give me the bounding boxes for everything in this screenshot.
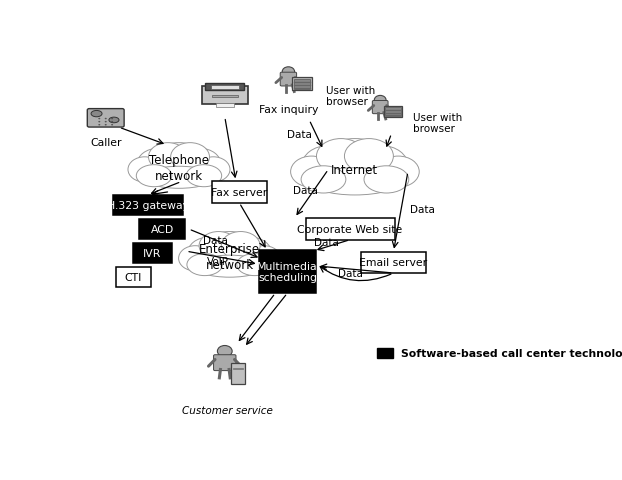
Ellipse shape: [109, 118, 119, 123]
Text: Corporate Web site: Corporate Web site: [297, 225, 402, 234]
FancyBboxPatch shape: [202, 86, 248, 104]
Text: Data: Data: [203, 236, 228, 246]
Circle shape: [104, 119, 107, 120]
FancyBboxPatch shape: [139, 220, 185, 239]
Text: Data: Data: [313, 238, 338, 247]
FancyBboxPatch shape: [233, 368, 243, 370]
Text: User with
browser: User with browser: [326, 85, 375, 107]
Ellipse shape: [199, 232, 238, 260]
Circle shape: [374, 96, 386, 105]
Text: Data: Data: [410, 204, 435, 214]
Text: Fax inquiry: Fax inquiry: [259, 104, 318, 114]
Text: Multimedia
scheduling: Multimedia scheduling: [257, 261, 318, 283]
Text: Caller: Caller: [90, 138, 121, 148]
Circle shape: [98, 125, 100, 126]
Ellipse shape: [143, 167, 215, 189]
FancyBboxPatch shape: [361, 252, 426, 274]
FancyBboxPatch shape: [205, 84, 244, 91]
Ellipse shape: [301, 167, 346, 193]
Text: H.323 gateway: H.323 gateway: [106, 201, 188, 210]
Ellipse shape: [170, 144, 210, 172]
FancyBboxPatch shape: [377, 348, 394, 359]
Circle shape: [104, 125, 107, 126]
FancyBboxPatch shape: [113, 195, 183, 216]
FancyBboxPatch shape: [213, 355, 236, 371]
Ellipse shape: [230, 238, 272, 270]
Ellipse shape: [364, 167, 409, 193]
Ellipse shape: [248, 246, 281, 271]
FancyBboxPatch shape: [384, 106, 402, 118]
FancyBboxPatch shape: [292, 78, 312, 91]
Ellipse shape: [355, 146, 408, 187]
Text: Email server: Email server: [360, 258, 427, 268]
Circle shape: [111, 125, 113, 126]
Ellipse shape: [179, 246, 212, 271]
Text: Data: Data: [287, 130, 312, 140]
Ellipse shape: [221, 232, 260, 260]
Ellipse shape: [310, 168, 401, 195]
Circle shape: [218, 346, 232, 357]
Text: Telephone
network: Telephone network: [149, 154, 209, 183]
Ellipse shape: [345, 139, 393, 174]
FancyBboxPatch shape: [231, 363, 246, 384]
Ellipse shape: [136, 165, 172, 187]
FancyBboxPatch shape: [294, 80, 310, 89]
FancyBboxPatch shape: [215, 104, 234, 108]
Ellipse shape: [186, 165, 221, 187]
Ellipse shape: [199, 232, 260, 273]
FancyBboxPatch shape: [132, 244, 172, 263]
Ellipse shape: [378, 157, 419, 188]
FancyBboxPatch shape: [211, 86, 239, 90]
Ellipse shape: [317, 139, 393, 190]
Ellipse shape: [137, 149, 179, 181]
Ellipse shape: [179, 149, 221, 181]
Ellipse shape: [128, 157, 161, 182]
Circle shape: [98, 121, 100, 123]
Text: Data: Data: [338, 269, 363, 279]
Circle shape: [111, 119, 113, 120]
Text: User with
browser: User with browser: [413, 113, 462, 134]
Text: Customer service: Customer service: [182, 405, 272, 415]
FancyBboxPatch shape: [280, 73, 297, 87]
Circle shape: [111, 121, 113, 123]
Text: Software-based call center technology: Software-based call center technology: [401, 348, 622, 358]
Text: ACD: ACD: [151, 225, 174, 234]
Text: Fax server: Fax server: [211, 188, 267, 197]
FancyBboxPatch shape: [373, 101, 388, 114]
FancyBboxPatch shape: [385, 108, 401, 117]
Ellipse shape: [193, 256, 266, 277]
Text: Internet: Internet: [332, 164, 379, 177]
Ellipse shape: [197, 157, 230, 182]
Ellipse shape: [302, 146, 355, 187]
Ellipse shape: [91, 111, 102, 118]
Ellipse shape: [290, 157, 333, 188]
Text: IVR: IVR: [143, 249, 162, 258]
FancyBboxPatch shape: [259, 251, 317, 293]
FancyBboxPatch shape: [211, 182, 267, 203]
FancyBboxPatch shape: [87, 109, 124, 128]
Ellipse shape: [149, 144, 187, 172]
Ellipse shape: [149, 144, 210, 184]
Text: Enterprise
network: Enterprise network: [199, 243, 260, 272]
Ellipse shape: [317, 139, 365, 174]
Ellipse shape: [187, 254, 223, 276]
Text: CTI: CTI: [124, 273, 142, 283]
FancyBboxPatch shape: [116, 268, 151, 287]
Ellipse shape: [237, 254, 272, 276]
Text: VoIP: VoIP: [207, 257, 228, 266]
Circle shape: [282, 68, 295, 77]
Circle shape: [104, 121, 107, 123]
FancyBboxPatch shape: [305, 219, 395, 240]
FancyBboxPatch shape: [212, 96, 238, 98]
Text: Data: Data: [293, 186, 318, 196]
Circle shape: [98, 119, 100, 120]
Ellipse shape: [187, 238, 230, 270]
